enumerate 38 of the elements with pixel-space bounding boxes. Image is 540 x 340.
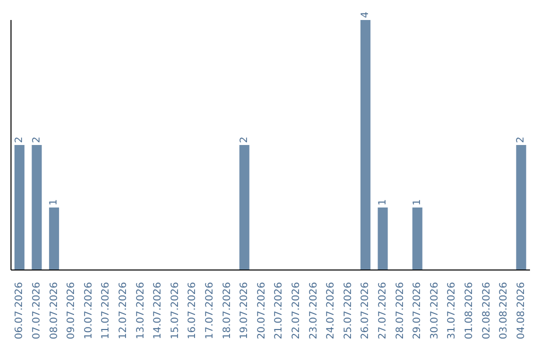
x-tick-label: 24.07.2026 <box>326 282 337 340</box>
x-tick-label: 07.07.2026 <box>31 282 42 340</box>
x-tick-label: 25.07.2026 <box>342 282 354 340</box>
x-tick-label: 03.08.2026 <box>498 282 510 340</box>
x-tick-label: 09.07.2026 <box>66 282 78 340</box>
x-tick-label: 21.07.2026 <box>274 282 285 340</box>
x-tick-label: 02.08.2026 <box>481 282 492 340</box>
x-tick-label: 13.07.2026 <box>135 282 146 340</box>
x-tick-label: 23.07.2026 <box>308 282 320 340</box>
data-label: 4 <box>360 12 371 18</box>
data-label: 2 <box>238 136 250 143</box>
x-tick-label: 11.07.2026 <box>100 282 112 340</box>
data-label: 1 <box>377 199 388 206</box>
x-tick-label: 30.07.2026 <box>429 282 440 340</box>
x-tick-label: 08.07.2026 <box>48 282 60 340</box>
x-tick-label: 15.07.2026 <box>170 282 181 340</box>
data-label: 2 <box>14 136 25 143</box>
data-label: 1 <box>48 199 60 206</box>
data-label: 2 <box>31 136 42 143</box>
x-tick-label: 04.08.2026 <box>516 282 527 340</box>
data-label: 1 <box>412 199 423 206</box>
x-tick-label: 17.07.2026 <box>204 282 216 340</box>
x-tick-label: 27.07.2026 <box>377 282 388 340</box>
x-tick-label: 19.07.2026 <box>239 282 250 340</box>
x-tick-label: 10.07.2026 <box>83 282 94 340</box>
x-tick-label: 18.07.2026 <box>222 282 233 340</box>
x-tick-label: 31.07.2026 <box>446 282 458 340</box>
x-tick-label: 26.07.2026 <box>360 282 372 340</box>
x-tick-label: 20.07.2026 <box>256 282 268 340</box>
x-tick-label: 29.07.2026 <box>412 282 424 340</box>
x-tick-label: 28.07.2026 <box>394 282 406 340</box>
x-tick-label: 22.07.2026 <box>290 282 302 340</box>
x-tick-label: 06.07.2026 <box>14 282 26 340</box>
data-label: 2 <box>516 136 527 143</box>
x-tick-label: 14.07.2026 <box>152 282 164 340</box>
x-tick-label: 01.08.2026 <box>464 282 475 340</box>
x-tick-label: 12.07.2026 <box>118 282 129 340</box>
x-tick-label: 16.07.2026 <box>187 282 198 340</box>
